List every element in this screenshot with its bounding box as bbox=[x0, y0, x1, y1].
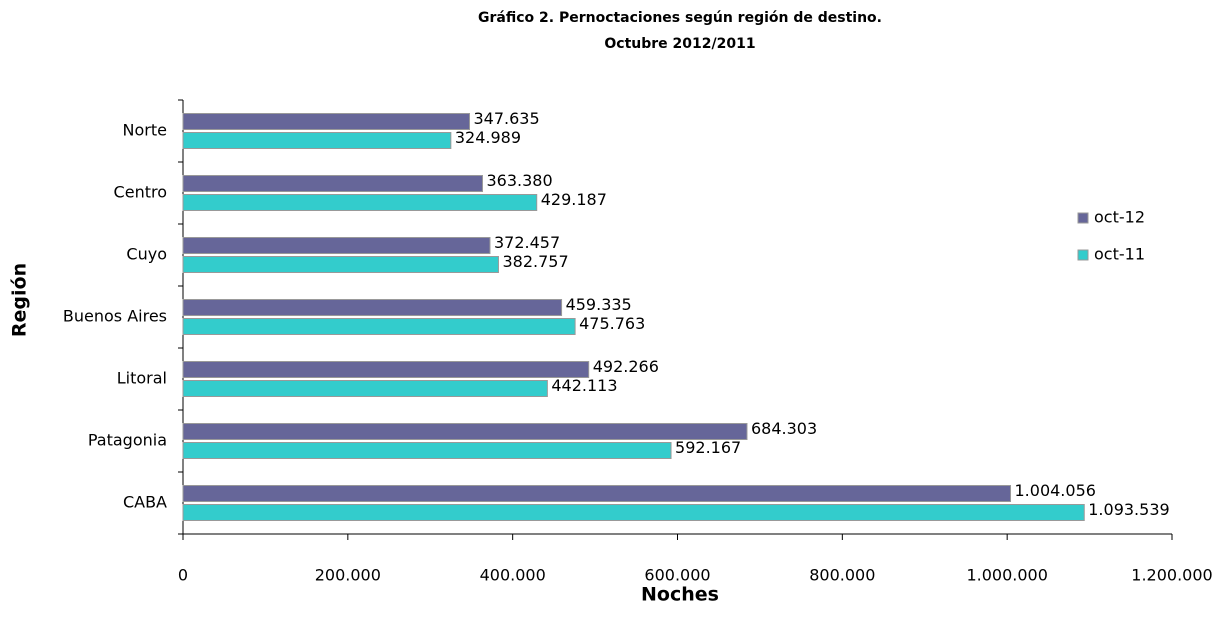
x-tick-label: 1.000.000 bbox=[966, 566, 1047, 585]
x-tick-label: 200.000 bbox=[315, 566, 381, 585]
x-tick-label: 400.000 bbox=[480, 566, 546, 585]
value-label: 429.187 bbox=[541, 190, 607, 209]
value-label: 459.335 bbox=[566, 295, 632, 314]
y-tick-label: Litoral bbox=[117, 369, 167, 388]
bar bbox=[182, 299, 563, 316]
chart-subtitle: Octubre 2012/2011 bbox=[604, 36, 755, 52]
bar bbox=[182, 256, 499, 273]
legend-label: oct-12 bbox=[1094, 208, 1145, 227]
bar bbox=[182, 380, 548, 397]
value-label: 442.113 bbox=[551, 376, 617, 395]
bar bbox=[182, 485, 1012, 502]
y-tick-label: Centro bbox=[114, 183, 167, 202]
value-label: 475.763 bbox=[579, 314, 645, 333]
x-tick-label: 600.000 bbox=[644, 566, 710, 585]
bar bbox=[182, 132, 452, 149]
bar bbox=[182, 361, 590, 378]
y-tick-label: Buenos Aires bbox=[63, 307, 167, 326]
y-tick-label: Patagonia bbox=[88, 431, 167, 450]
legend-swatch bbox=[1077, 249, 1089, 261]
y-tick-label: Norte bbox=[123, 121, 167, 140]
value-label: 372.457 bbox=[494, 233, 560, 252]
y-tick-label: CABA bbox=[123, 493, 167, 512]
value-label: 684.303 bbox=[751, 419, 817, 438]
value-label: 382.757 bbox=[502, 252, 568, 271]
chart-title: Gráfico 2. Pernoctaciones según región d… bbox=[478, 10, 882, 26]
y-tick-label: Cuyo bbox=[126, 245, 167, 264]
x-axis-title: Noches bbox=[641, 584, 719, 606]
x-tick-label: 0 bbox=[178, 566, 188, 585]
value-label: 1.093.539 bbox=[1088, 500, 1169, 519]
bar bbox=[182, 237, 491, 254]
bar bbox=[182, 318, 576, 335]
value-label: 592.167 bbox=[675, 438, 741, 457]
x-tick-label: 800.000 bbox=[809, 566, 875, 585]
legend-swatch bbox=[1077, 212, 1089, 224]
bar bbox=[182, 175, 483, 192]
value-label: 1.004.056 bbox=[1015, 481, 1096, 500]
value-label: 492.266 bbox=[593, 357, 659, 376]
legend-label: oct-11 bbox=[1094, 245, 1145, 264]
x-tick-label: 1.200.000 bbox=[1131, 566, 1212, 585]
bar bbox=[182, 504, 1085, 521]
value-label: 324.989 bbox=[455, 128, 521, 147]
bar bbox=[182, 442, 672, 459]
bar bbox=[182, 194, 538, 211]
value-label: 347.635 bbox=[474, 109, 540, 128]
bar bbox=[182, 423, 748, 440]
value-label: 363.380 bbox=[486, 171, 552, 190]
y-axis-title: Región bbox=[9, 263, 31, 337]
bar bbox=[182, 113, 471, 130]
